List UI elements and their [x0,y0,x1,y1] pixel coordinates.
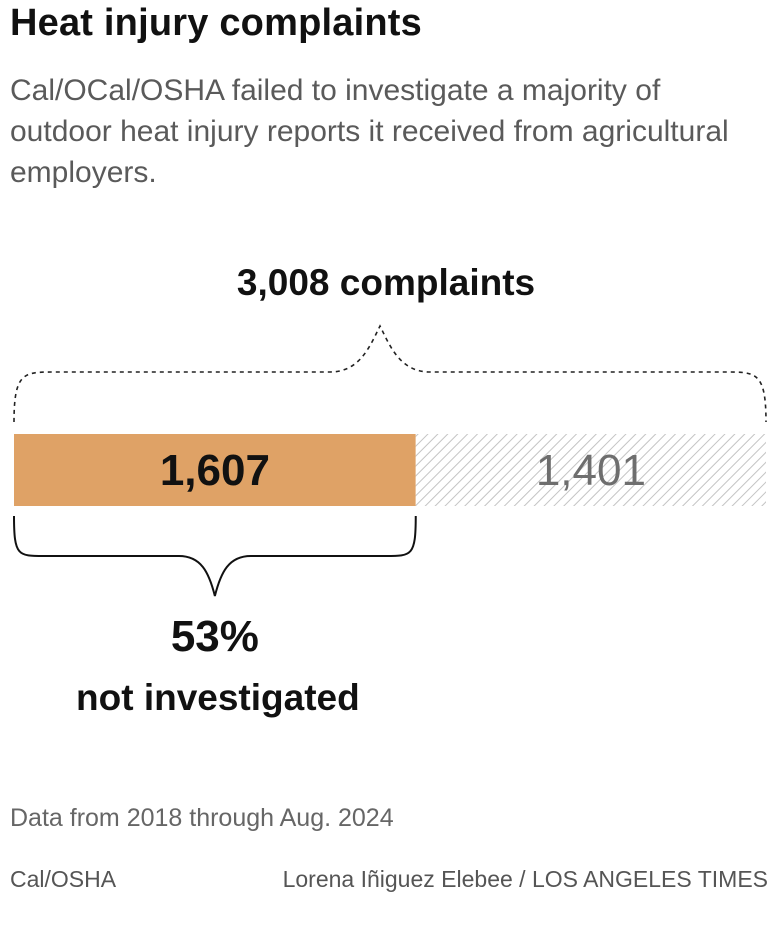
bar-label-not-investigated: 1,607 [160,446,270,495]
credit-label: Lorena Iñiguez Elebee / LOS ANGELES TIME… [282,866,768,892]
percent-label: 53% [171,612,259,661]
percent-caption: not investigated [76,677,360,718]
bar-segment-investigated [415,434,766,506]
chart-title: Heat injury complaints [10,2,422,44]
top-brace [13,324,767,423]
total-label: 3,008 complaints [237,262,535,303]
bar-label-investigated: 1,401 [536,446,646,495]
stacked-bar-chart: 3,008 complaints 1,607 1,401 53% not inv… [13,262,767,718]
chart-subtitle: Cal/OCal/OSHA failed to investigate a ma… [10,74,729,189]
bar-segment-not-investigated [14,434,416,506]
data-note: Data from 2018 through Aug. 2024 [10,804,394,832]
source-label: Cal/OSHA [10,866,117,892]
bottom-brace [13,515,417,597]
